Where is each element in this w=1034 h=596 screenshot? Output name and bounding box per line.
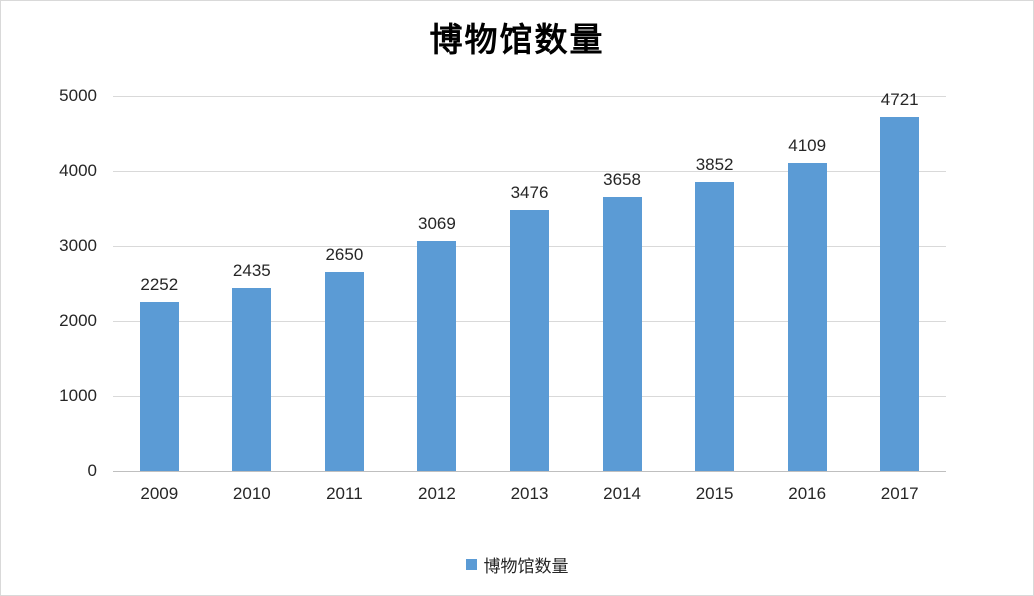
x-tick-label-2012: 2012 bbox=[418, 484, 456, 503]
y-tick-label-0: 0 bbox=[87, 461, 97, 480]
x-tick-label-2011: 2011 bbox=[326, 484, 363, 503]
bar-2013[interactable] bbox=[510, 210, 549, 471]
bar-2017[interactable] bbox=[880, 116, 920, 471]
bar-2011[interactable] bbox=[324, 272, 364, 471]
x-tick-label-2010: 2010 bbox=[232, 484, 271, 503]
data-label-2012: 3069 bbox=[418, 213, 456, 233]
data-label-2011: 2650 bbox=[325, 245, 364, 265]
data-label-2009: 2252 bbox=[140, 275, 179, 295]
data-label-2010: 2435 bbox=[232, 261, 271, 281]
x-tick-label-2017: 2017 bbox=[880, 484, 919, 503]
y-tick-label-4000: 4000 bbox=[59, 161, 97, 180]
x-tick-label-2016: 2016 bbox=[788, 484, 827, 503]
data-label-2015: 3852 bbox=[695, 155, 734, 175]
data-label-2014: 3658 bbox=[603, 169, 641, 189]
bar-2009[interactable] bbox=[139, 302, 179, 471]
y-tick-label-1000: 1000 bbox=[59, 386, 97, 405]
chart-title: 博物馆数量 bbox=[429, 23, 605, 59]
bar-2014[interactable] bbox=[602, 196, 642, 471]
y-tick-label-2000: 2000 bbox=[59, 311, 97, 330]
y-tick-label-3000: 3000 bbox=[59, 236, 97, 255]
legend-item[interactable]: 博物馆数量 bbox=[465, 552, 569, 577]
legend-swatch-icon bbox=[465, 559, 477, 570]
x-tick-label-2013: 2013 bbox=[510, 484, 549, 503]
bar-2010[interactable] bbox=[232, 288, 272, 471]
x-axis-line bbox=[113, 471, 946, 472]
bar-2015[interactable] bbox=[695, 182, 735, 471]
data-label-2013: 3476 bbox=[510, 183, 549, 203]
legend-label: 博物馆数量 bbox=[483, 557, 569, 576]
x-tick-label-2015: 2015 bbox=[695, 484, 734, 503]
gridline-5000 bbox=[113, 96, 946, 97]
gridline-4000 bbox=[113, 171, 946, 172]
data-label-2017: 4721 bbox=[880, 89, 919, 109]
y-tick-label-5000: 5000 bbox=[59, 86, 97, 105]
x-tick-label-2014: 2014 bbox=[603, 484, 641, 503]
x-tick-label-2009: 2009 bbox=[140, 484, 179, 503]
bar-2016[interactable] bbox=[787, 162, 827, 471]
data-label-2016: 4109 bbox=[788, 135, 827, 155]
bar-2012[interactable] bbox=[417, 240, 457, 471]
legend: 博物馆数量 bbox=[1, 552, 1033, 577]
